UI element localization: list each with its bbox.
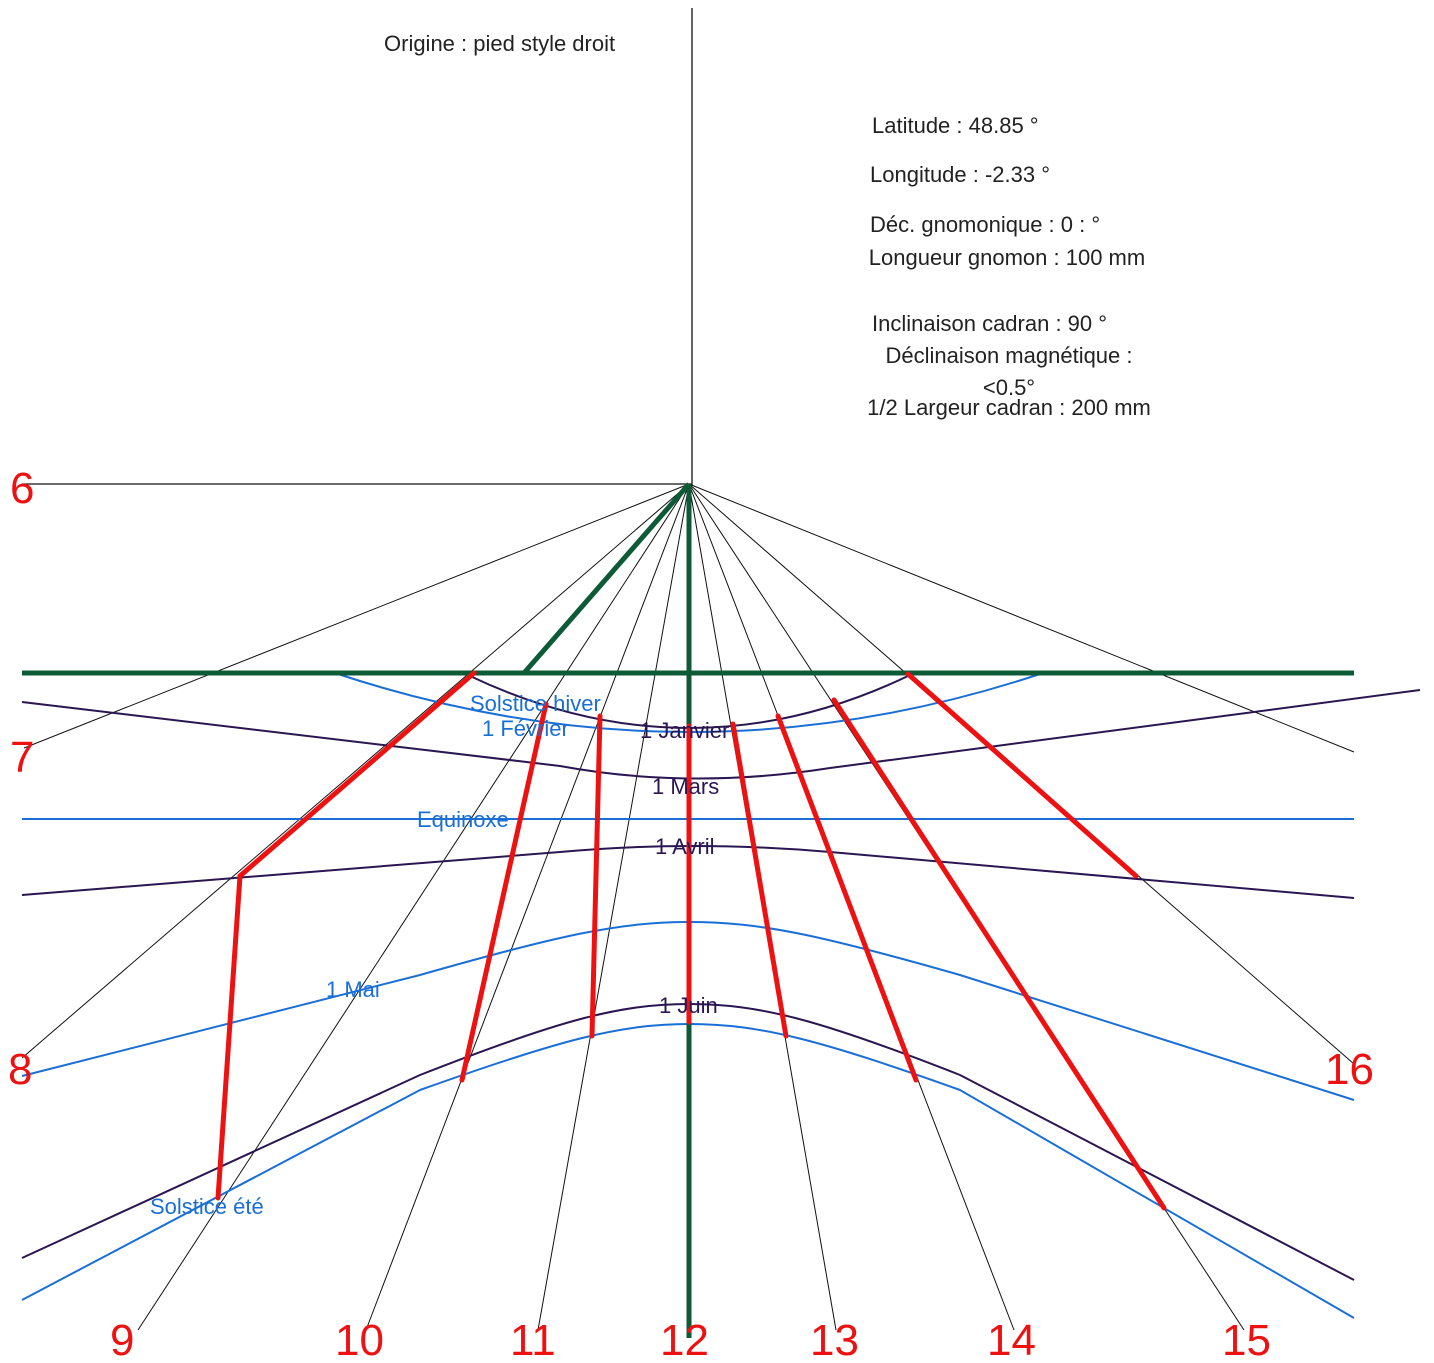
ray-8 (21, 483, 690, 1059)
hour-label-6: 6 (10, 464, 34, 513)
red-hour-lines (215, 670, 1167, 1211)
hour-label-8: 8 (8, 1045, 32, 1094)
label-janvier: 1 Janvier (640, 718, 729, 743)
label-equinoxe: Equinoxe (417, 807, 509, 832)
label-juin: 1 Juin (659, 993, 718, 1018)
hour-line-10 (459, 701, 549, 1083)
hour-line-14 (775, 713, 919, 1083)
ray-11 (537, 483, 690, 1331)
style-oblique (522, 482, 691, 675)
hour-label-7: 7 (10, 733, 34, 782)
hour-label-10: 10 (335, 1316, 384, 1363)
label-solstice-hiver: Solstice hiver (470, 691, 601, 716)
hour-line-9 (215, 670, 477, 1201)
hour-labels: 6 7 8 9 10 11 12 13 14 15 16 (8, 464, 1374, 1363)
param-demi-largeur: 1/2 Largeur cadran : 200 mm (867, 395, 1151, 420)
param-longueur-gnomon: Longueur gnomon : 100 mm (868, 245, 1146, 270)
hour-line-16 (905, 671, 1139, 879)
label-solstice-ete: Solstice été (150, 1194, 264, 1219)
hour-label-16: 16 (1325, 1045, 1374, 1094)
hour-label-13: 13 (810, 1316, 859, 1363)
ray-9 (137, 483, 690, 1331)
ray-7 (23, 483, 690, 749)
curve-mars (21, 689, 1421, 780)
ray-10 (365, 483, 690, 1331)
ray-17 (688, 483, 1355, 753)
hour-label-9: 9 (110, 1316, 134, 1363)
label-fevrier: 1 Février (482, 716, 569, 741)
param-declinaison-magnetique: Déclinaison magnétique : <0.5° (885, 343, 1133, 400)
param-longitude: Longitude : -2.33 ° (870, 162, 1051, 187)
hour-label-11: 11 (510, 1316, 556, 1363)
hour-label-15: 15 (1222, 1316, 1271, 1363)
param-declinaison-gnomonique: Déc. gnomonique : 0 : ° (870, 212, 1101, 237)
hour-label-14: 14 (987, 1316, 1036, 1363)
date-labels: Solstice hiver 1 Février 1 Janvier 1 Mar… (150, 691, 729, 1219)
curve-avril (21, 845, 1355, 899)
label-avril: 1 Avril (655, 834, 715, 859)
param-inclinaison: Inclinaison cadran : 90 ° (872, 311, 1108, 336)
param-latitude: Latitude : 48.85 ° (872, 113, 1039, 138)
hour-line-11 (589, 713, 603, 1039)
hour-line-13 (730, 721, 789, 1039)
label-mai: 1 Mai (326, 977, 380, 1002)
hour-label-12: 12 (660, 1316, 709, 1363)
hour-line-15 (831, 697, 1167, 1211)
origin-label: Origine : pied style droit (384, 31, 616, 56)
label-mars: 1 Mars (652, 774, 719, 799)
